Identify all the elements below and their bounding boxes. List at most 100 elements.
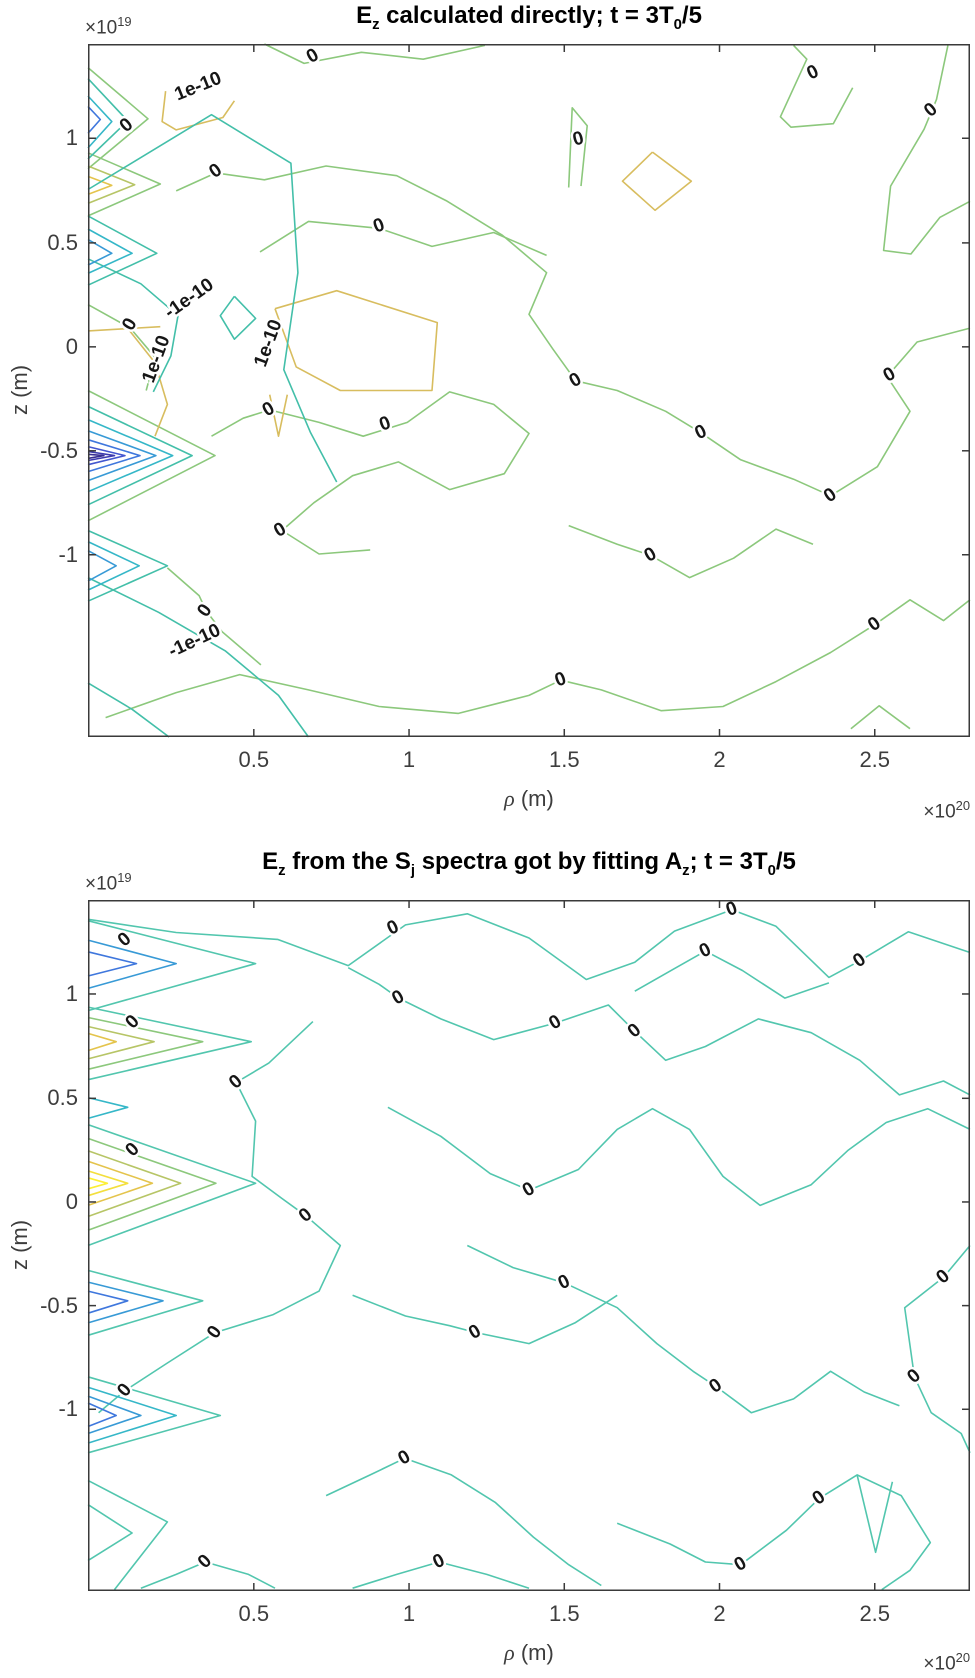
contour-line [105, 598, 971, 719]
contour-line [87, 1269, 204, 1337]
contour-line [87, 418, 174, 493]
contour-line [779, 44, 854, 128]
contour-line [87, 951, 138, 977]
contour-level-label: 0 [430, 1550, 448, 1574]
contour-line [87, 1160, 154, 1207]
contour-line [568, 524, 814, 579]
contour-line [87, 1123, 257, 1247]
contour-line [87, 238, 113, 266]
contour-line [211, 391, 530, 555]
contour-level-label: 0 [303, 44, 323, 67]
contour-line [87, 1006, 252, 1081]
contour-line [87, 682, 170, 738]
contour-level-label: 0 [225, 1071, 247, 1094]
contour-line [87, 540, 141, 591]
x-tick-label: 2.5 [859, 747, 891, 772]
y-tick-label: -0.5 [40, 1292, 78, 1318]
y-tick-label: -0.5 [40, 437, 78, 463]
contour-line [87, 1503, 133, 1562]
contour-level-label: 0 [641, 543, 661, 566]
contour-line [347, 966, 971, 1096]
y-tick-label: 0 [65, 333, 78, 359]
contour-level-label: 0 [205, 159, 226, 182]
contour-line [87, 78, 129, 160]
contour-line [87, 405, 193, 506]
contour-level-label: 0 [370, 214, 387, 237]
contour-line [98, 1021, 342, 1414]
y-tick-label: 1 [65, 980, 78, 1006]
contour-line [850, 704, 911, 730]
contour-line [87, 303, 156, 391]
y-tick-label: -1 [58, 541, 78, 567]
contour-line [87, 1025, 155, 1060]
contour-line [264, 43, 486, 65]
contour-line [87, 445, 126, 466]
y-axis-label-top: z (m) [7, 364, 32, 416]
contour-level-label: 0 [820, 484, 841, 507]
contour-line [466, 1244, 900, 1414]
contour-line [87, 1016, 204, 1071]
contour-line [87, 1032, 118, 1052]
chart-title: Ez from the Sj spectra got by fitting Az… [262, 848, 796, 879]
contour-line [87, 1096, 129, 1120]
x-axis-offset: ×1020 [923, 798, 970, 823]
contour-line [87, 1150, 182, 1218]
y-tick-label: 0.5 [47, 1085, 78, 1111]
contour-level-label: 0 [270, 518, 290, 541]
contour-level-label: 0 [116, 114, 138, 137]
contour-line [87, 453, 105, 460]
contour-line [87, 438, 141, 473]
contour-level-label: 0 [552, 668, 569, 691]
y-tick-label: 0 [65, 1188, 78, 1214]
contour-level-label: 0 [519, 1178, 539, 1201]
contour-line [352, 1561, 530, 1589]
contour-level-label: 0 [849, 949, 870, 972]
contour-level-label: 0 [259, 398, 279, 421]
y-tick-label: 0.5 [47, 229, 78, 255]
contour-level-label: 0 [384, 916, 402, 940]
contour-line [87, 258, 179, 393]
contour-line [87, 389, 216, 522]
contour-line [634, 950, 830, 999]
contour-line [903, 1244, 971, 1454]
x-tick-label: 1.5 [548, 747, 580, 772]
contour-line [87, 66, 149, 170]
contour-line [87, 175, 113, 196]
contour-line [87, 919, 257, 1012]
contour-level-label: 0 [376, 412, 393, 435]
contour-level-label: 0 [388, 986, 408, 1009]
contour-line [325, 1457, 602, 1587]
contour-level-label: 1e-10 [172, 68, 225, 106]
contour-line [219, 295, 257, 341]
y-axis-offset: ×1019 [85, 14, 132, 39]
x-axis-offset: ×1020 [923, 1650, 970, 1675]
contour-level-label: 0 [804, 61, 822, 85]
y-axis-label-bottom: z (m) [7, 1219, 32, 1271]
contour-line [87, 113, 338, 483]
contour-level-label: 0 [555, 1271, 573, 1295]
contour-level-label: 0 [465, 1320, 485, 1343]
contour-line [127, 329, 169, 437]
y-tick-label: -1 [58, 1396, 78, 1422]
contour-line [387, 1106, 971, 1207]
contour-line [621, 151, 693, 212]
contour-line [259, 220, 547, 257]
contour-line [87, 939, 177, 990]
contour-line [166, 567, 262, 666]
contour-line [87, 549, 118, 582]
contour-level-label: 0 [696, 939, 714, 963]
contour-line [87, 1137, 217, 1232]
contour-line [87, 1170, 129, 1197]
contour-line [87, 1402, 118, 1428]
contour-line [87, 215, 158, 286]
contour-level-label: 0 [705, 1374, 726, 1397]
contour-level-label: 1e-10 [250, 317, 286, 370]
contour-line [87, 1177, 109, 1190]
x-axis-label: ρ (m) [504, 786, 554, 811]
x-tick-label: 1 [402, 1601, 416, 1626]
contour-level-label: 0 [920, 99, 942, 122]
contour-line [87, 152, 162, 217]
contour-level-label: 0 [118, 315, 141, 335]
contour-line [87, 165, 136, 205]
